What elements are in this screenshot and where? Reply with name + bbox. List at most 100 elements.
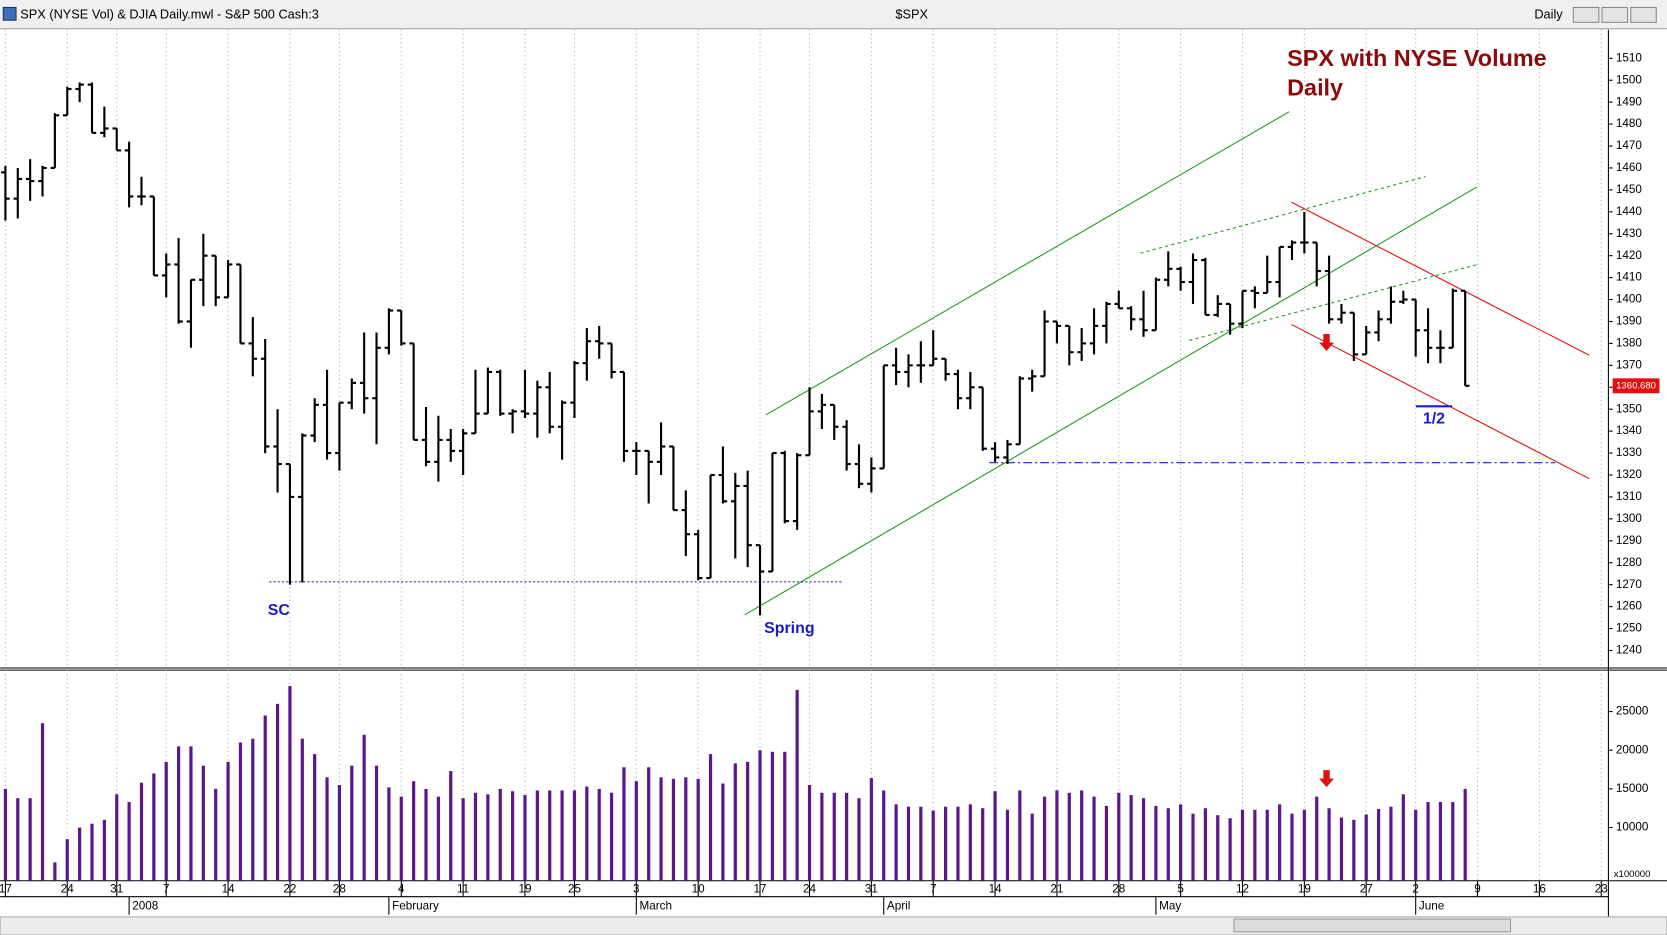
- volume-bar: [622, 767, 626, 881]
- volume-bar: [1154, 805, 1158, 881]
- volume-bar: [943, 806, 948, 881]
- y-tick-label: 1380: [1616, 337, 1643, 350]
- channel-line: [765, 111, 1290, 416]
- volume-multiplier: x100000: [1614, 869, 1651, 880]
- volume-bar: [1216, 815, 1220, 881]
- y-tick-label: 1480: [1616, 117, 1643, 130]
- volume-bar: [869, 778, 873, 881]
- y-tick-label: 1500: [1616, 73, 1643, 86]
- volume-bar: [275, 703, 280, 881]
- y-tick-label: 1350: [1616, 402, 1643, 415]
- y-tick-label: 1260: [1616, 600, 1643, 613]
- close-button[interactable]: [1630, 6, 1657, 23]
- volume-bar: [1364, 814, 1368, 881]
- y-tick-label: 20000: [1616, 743, 1649, 756]
- volume-bar: [214, 788, 218, 881]
- y-tick-label: 1450: [1616, 183, 1643, 196]
- volume-bar: [708, 754, 713, 881]
- volume-bar: [746, 761, 750, 881]
- volume-bar: [560, 790, 564, 881]
- volume-bar: [931, 810, 935, 881]
- volume-bar: [882, 790, 886, 881]
- grid-group: [4, 29, 1602, 881]
- volume-bar: [511, 791, 515, 881]
- down-channel-line: [1291, 323, 1590, 480]
- y-tick-label: 1410: [1616, 271, 1643, 284]
- chart-title: SPX with NYSE Volume: [1287, 45, 1547, 71]
- volume-bar: [1278, 804, 1282, 881]
- volume-bar: [1030, 813, 1034, 881]
- volume-bar: [585, 786, 589, 881]
- volume-bar: [288, 686, 292, 881]
- volume-bar: [1080, 790, 1084, 881]
- volume-bar: [721, 783, 725, 881]
- volume-bar: [164, 761, 168, 881]
- volume-bar: [424, 788, 428, 881]
- volume-bar: [919, 806, 923, 881]
- volume-bar: [412, 781, 416, 881]
- y-tick-label: 1510: [1616, 51, 1643, 64]
- y-tick-label: 1240: [1616, 644, 1643, 657]
- volume-bar: [473, 792, 478, 881]
- volume-bar: [1327, 808, 1331, 881]
- app-icon: [2, 6, 17, 21]
- scroll-thumb[interactable]: [1233, 918, 1512, 933]
- volume-bar: [1389, 806, 1393, 881]
- volume-bar: [523, 795, 527, 881]
- channel-line: [1189, 264, 1477, 341]
- month-label: 2008: [132, 899, 158, 912]
- volume-bar: [90, 823, 94, 881]
- volume-bar: [139, 782, 144, 881]
- y-tick-label: 10000: [1616, 821, 1649, 834]
- y-tick-label: 1270: [1616, 578, 1643, 591]
- volume-bar: [436, 796, 440, 881]
- month-label: April: [887, 899, 910, 912]
- volume-bar: [1451, 802, 1455, 881]
- volume-bar: [399, 796, 403, 881]
- month-label: February: [392, 899, 439, 912]
- volume-bar: [65, 839, 69, 881]
- volume-bar: [102, 819, 106, 881]
- y-tick-label: 1320: [1616, 468, 1643, 481]
- volume-bar: [325, 777, 329, 881]
- y-tick-label: 1400: [1616, 293, 1643, 306]
- y-tick-label: 1250: [1616, 622, 1643, 635]
- last-price-box: [1612, 378, 1660, 394]
- volume-bar: [597, 788, 601, 881]
- volume-bar: [226, 761, 230, 881]
- volume-bar: [362, 734, 366, 881]
- y-tick-label: 1290: [1616, 534, 1643, 547]
- minimize-button[interactable]: [1572, 6, 1600, 23]
- last-price-label: 1360.680: [1616, 380, 1656, 391]
- volume-bar: [251, 738, 255, 881]
- y-tick-label: 1470: [1616, 139, 1643, 152]
- month-label: March: [640, 899, 672, 912]
- volume-bar: [3, 788, 7, 881]
- volume-bar: [1438, 802, 1443, 881]
- volume-bar: [1055, 790, 1059, 881]
- volume-bar: [758, 750, 762, 881]
- volume-bar: [981, 808, 985, 881]
- y-tick-label: 1420: [1616, 249, 1643, 262]
- volume-bar: [387, 787, 391, 881]
- y-tick-label: 25000: [1616, 705, 1649, 718]
- volume-bar: [1117, 792, 1121, 881]
- volume-bar: [263, 715, 267, 881]
- volume-bar: [684, 777, 688, 881]
- volume-bar: [1376, 808, 1381, 881]
- volume-bar: [733, 763, 737, 881]
- trendlines: [269, 111, 1590, 788]
- volume-bar: [1166, 808, 1170, 881]
- volume-bar: [115, 794, 119, 881]
- y-tick-label: 1440: [1616, 205, 1643, 218]
- y-tick-label: 1280: [1616, 556, 1643, 569]
- y-tick-label: 1340: [1616, 424, 1643, 437]
- y-tick-label: 1370: [1616, 358, 1643, 371]
- volume-bar: [894, 804, 898, 881]
- maximize-button[interactable]: [1601, 6, 1629, 23]
- volume-bar: [647, 767, 651, 881]
- volume-bar: [993, 791, 997, 881]
- volume-bar: [845, 792, 849, 881]
- down-channel-line: [1291, 201, 1590, 356]
- volume-bar: [1352, 819, 1356, 881]
